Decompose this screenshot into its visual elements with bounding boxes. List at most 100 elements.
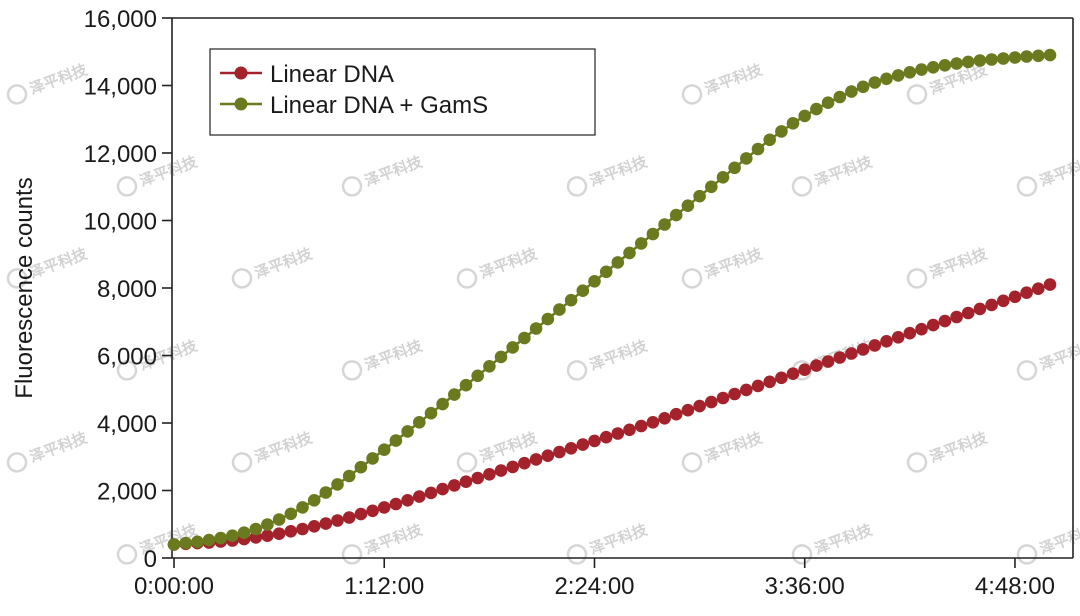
watermark-logo-icon — [456, 268, 478, 289]
watermark-tile: 泽平科技 — [791, 520, 876, 565]
data-point-linear-dna — [342, 511, 356, 524]
data-point-linear-dna — [1008, 290, 1022, 304]
data-point-linear-dna — [413, 490, 426, 503]
y-axis-ticks: 0 2,000 4,000 6,000 8,000 10,000 12,000 14,000 1… — [84, 6, 172, 573]
data-point-linear-dna-gams — [891, 69, 905, 82]
data-point-linear-dna — [1032, 282, 1045, 296]
data-point-linear-dna-gams — [471, 369, 485, 383]
data-point-linear-dna-gams — [716, 171, 730, 184]
data-point-linear-dna — [775, 371, 788, 385]
watermark-tile: 泽平科技 — [681, 428, 766, 473]
data-point-linear-dna-gams — [167, 538, 181, 551]
watermark-logo-icon — [791, 544, 813, 565]
data-point-linear-dna-gams — [786, 117, 800, 130]
watermark-logo-icon — [681, 84, 703, 105]
data-point-linear-dna — [856, 343, 870, 356]
data-point-linear-dna — [1043, 278, 1057, 291]
data-point-linear-dna — [576, 438, 590, 451]
watermark-text: 泽平科技 — [702, 428, 765, 466]
watermark-text: 泽平科技 — [587, 336, 650, 374]
data-point-linear-dna — [436, 482, 449, 496]
data-point-linear-dna — [821, 355, 835, 368]
data-point-linear-dna-gams — [658, 218, 671, 231]
data-point-linear-dna — [728, 387, 741, 401]
data-point-linear-dna-gams — [669, 208, 683, 222]
data-point-linear-dna-gams — [646, 227, 660, 241]
x-tick-label: 1:12:00 — [344, 573, 424, 600]
y-tick-label: 16,000 — [84, 6, 157, 33]
data-point-linear-dna-gams — [763, 133, 776, 147]
data-point-linear-dna-gams — [751, 142, 765, 156]
y-tick-label: 8,000 — [97, 276, 157, 303]
x-axis-ticks: 0:00:00 1:12:00 2:24:00 3:36:00 4:48:00 — [134, 558, 1055, 600]
data-point-linear-dna-gams — [611, 256, 625, 269]
data-point-linear-dna-gams — [226, 529, 239, 542]
watermark-logo-icon — [906, 84, 928, 105]
watermark-text: 泽平科技 — [927, 428, 990, 466]
watermark-logo-icon — [231, 268, 253, 289]
data-point-linear-dna-gams — [775, 125, 788, 138]
data-point-linear-dna — [693, 399, 706, 413]
data-point-linear-dna — [1020, 286, 1033, 300]
watermark-text: 泽平科技 — [812, 152, 875, 190]
data-point-linear-dna-gams — [973, 54, 987, 67]
watermark-logo-icon — [341, 544, 363, 565]
data-point-linear-dna — [553, 445, 566, 459]
data-point-linear-dna — [705, 395, 718, 409]
data-point-linear-dna-gams — [518, 331, 531, 345]
data-point-linear-dna-gams — [599, 265, 613, 279]
data-point-linear-dna-gams — [588, 275, 601, 288]
data-point-linear-dna — [716, 391, 730, 405]
x-tick-label: 2:24:00 — [554, 573, 634, 600]
data-point-linear-dna-gams — [798, 109, 811, 123]
data-point-linear-dna-gams — [915, 63, 928, 76]
data-point-linear-dna — [658, 412, 671, 425]
data-point-linear-dna-gams — [938, 59, 952, 72]
data-point-linear-dna — [506, 460, 519, 474]
data-point-linear-dna-gams — [997, 52, 1010, 65]
data-point-linear-dna — [389, 497, 403, 511]
data-point-linear-dna-gams — [459, 378, 473, 392]
watermark-tile: 泽平科技 — [566, 520, 651, 565]
data-point-linear-dna — [950, 310, 963, 324]
data-point-linear-dna-gams — [483, 360, 496, 373]
data-point-linear-dna — [424, 486, 438, 500]
data-point-linear-dna-gams — [903, 66, 917, 79]
watermark-logo-icon — [791, 176, 813, 197]
data-point-linear-dna — [599, 430, 613, 444]
data-point-linear-dna — [669, 407, 683, 421]
x-tick-label: 3:36:00 — [765, 573, 845, 600]
data-point-linear-dna-gams — [728, 161, 741, 175]
y-tick-label: 4,000 — [97, 411, 157, 438]
data-point-linear-dna — [926, 318, 940, 332]
data-point-linear-dna — [915, 322, 928, 336]
watermark-logo-icon — [6, 268, 28, 289]
data-point-linear-dna-gams — [1020, 50, 1033, 63]
watermark-tile: 泽平科技 — [456, 244, 541, 289]
data-point-linear-dna-gams — [856, 80, 870, 94]
data-point-linear-dna — [740, 383, 753, 397]
series-layer — [167, 48, 1057, 551]
data-point-linear-dna-gams — [506, 341, 519, 354]
data-point-linear-dna-gams — [576, 284, 590, 298]
x-tick-label: 4:48:00 — [975, 573, 1055, 600]
data-point-linear-dna-gams — [623, 246, 636, 260]
data-point-linear-dna — [997, 294, 1010, 308]
data-point-linear-dna — [483, 468, 496, 481]
watermark-logo-icon — [1016, 544, 1038, 565]
data-point-linear-dna-gams — [985, 53, 998, 66]
data-point-linear-dna-gams — [179, 536, 192, 550]
data-point-linear-dna — [459, 475, 473, 489]
watermark-tile: 泽平科技 — [341, 336, 426, 381]
data-point-linear-dna-gams — [821, 96, 835, 109]
data-point-linear-dna — [681, 403, 695, 417]
y-tick-label: 14,000 — [84, 74, 157, 101]
data-point-linear-dna-gams — [868, 76, 882, 89]
legend-box — [209, 48, 596, 136]
legend-label-linear-dna: Linear DNA — [270, 61, 394, 88]
data-point-linear-dna-gams — [284, 507, 298, 521]
watermark-tile: 泽平科技 — [341, 520, 426, 565]
data-point-linear-dna-gams — [740, 152, 753, 165]
